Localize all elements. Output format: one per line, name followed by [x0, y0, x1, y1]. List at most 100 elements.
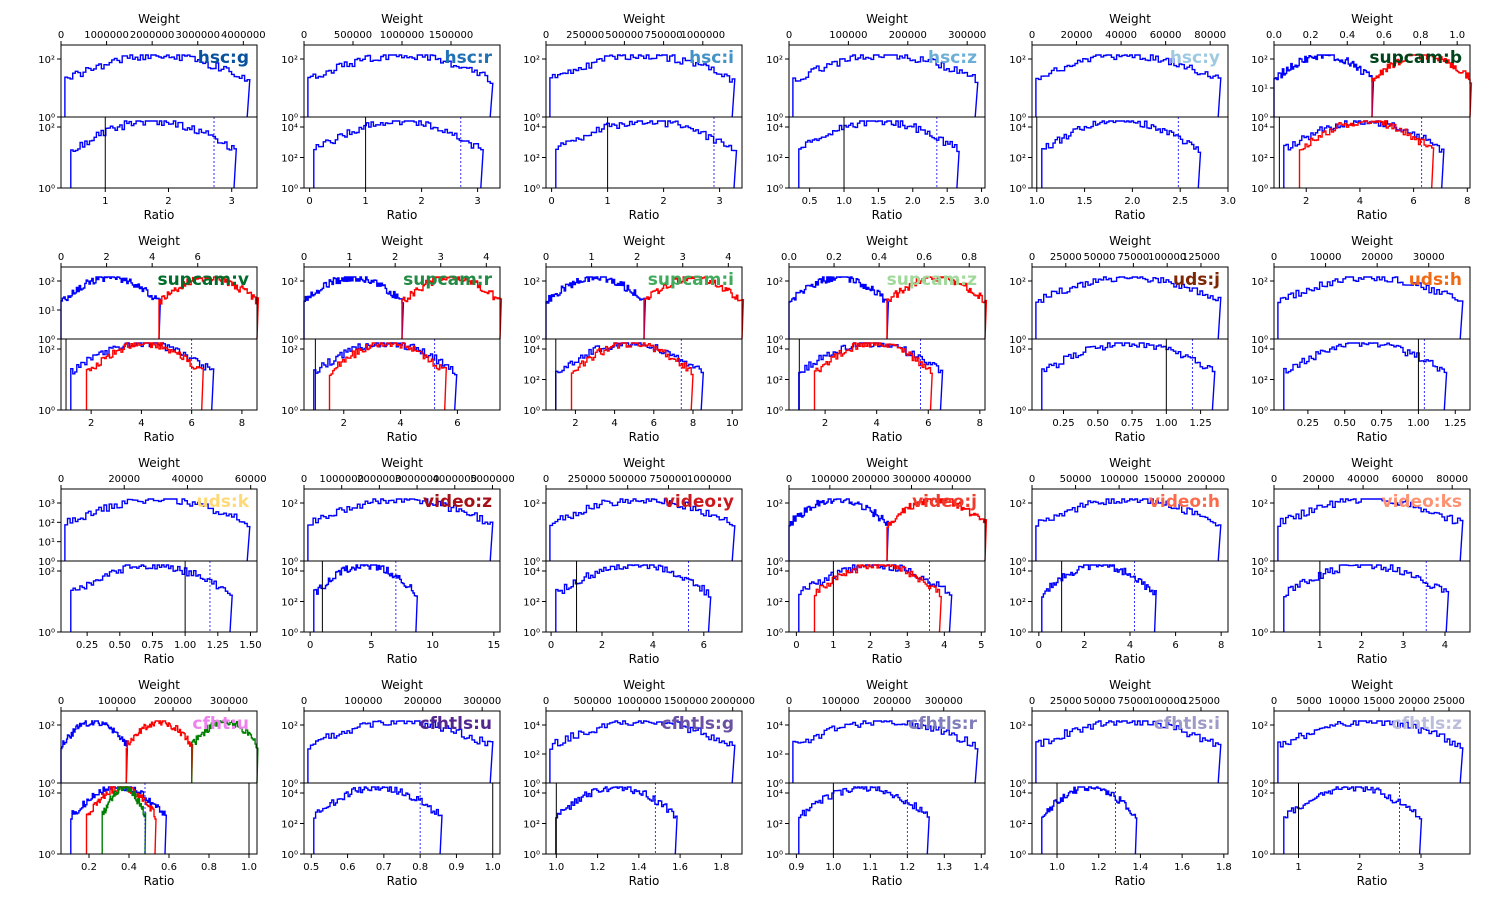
ratio-tick-label: 8	[690, 418, 696, 429]
weight-tick-label: 1000000	[380, 30, 425, 41]
ratio-tick-label: 0.6	[161, 862, 177, 873]
ratio-tick-label: 2.5	[939, 196, 955, 207]
bottom-panel-frame	[1031, 116, 1229, 189]
ratio-tick-label: 4	[941, 640, 947, 651]
ratio-tick-label: 1.5	[1077, 196, 1093, 207]
ratio-tick-label: 1.50	[239, 640, 261, 651]
panel-label: uds:k	[197, 492, 250, 512]
weight-tick-label: 100000	[811, 474, 849, 485]
ratio-histogram-primary	[1283, 120, 1445, 189]
weight-tick-label: 5000000	[470, 474, 515, 485]
panel-label: video:z	[423, 492, 492, 512]
ratio-histogram-primary	[313, 564, 419, 633]
bottom-ytick-label: 10²	[523, 154, 540, 165]
ratio-tick-label: 8	[239, 418, 245, 429]
ratio-histogram-primary	[313, 342, 458, 411]
panel-label: supcam:b	[1369, 48, 1462, 68]
bottom-ytick-label: 10⁰	[1251, 628, 1268, 639]
top-ytick-label: 10⁰	[281, 779, 298, 790]
weight-tick-label: 500000	[574, 696, 612, 707]
ratio-histogram-primary	[70, 564, 233, 633]
weight-histogram-primary	[307, 54, 494, 118]
bottom-ytick-label: 10⁴	[523, 567, 540, 578]
ratio-tick-label: 1	[604, 196, 610, 207]
bottom-panel-frame	[303, 116, 501, 189]
bottom-panel-frame	[1273, 116, 1471, 189]
weight-tick-label: 0	[301, 474, 307, 485]
ratio-tick-label: 3	[904, 640, 910, 651]
bottom-ytick-label: 10⁴	[1009, 123, 1026, 134]
ratio-tick-label: 0.8	[201, 862, 217, 873]
bottom-ytick-label: 10²	[1009, 154, 1026, 165]
ratio-tick-label: 2.5	[1172, 196, 1188, 207]
ratio-tick-label: 8	[1218, 640, 1224, 651]
panel-uds-k: Weight 0 20000 40000 60000 10⁰ 10¹ 10² 10³ uds:k 1…	[38, 456, 266, 666]
weight-tick-label: 15000	[1363, 696, 1395, 707]
weight-tick-label: 2000000	[710, 696, 755, 707]
weight-tick-label: 1500000	[429, 30, 474, 41]
bottom-ytick-label: 10⁰	[38, 406, 55, 417]
weight-tick-label: 125000	[1182, 252, 1220, 263]
top-ytick-label: 10⁰	[281, 113, 298, 124]
weight-histogram-secondary	[401, 276, 503, 340]
top-ytick-label: 10⁰	[1009, 335, 1026, 346]
top-ytick-label: 10²	[1251, 721, 1268, 732]
weight-tick-label: 0.0	[1266, 30, 1282, 41]
weight-tick-label: 0	[58, 30, 64, 41]
panel-label: cfhtls:z	[1392, 714, 1462, 734]
top-ytick-label: 10⁰	[766, 335, 783, 346]
top-ytick-label: 10⁰	[38, 557, 55, 568]
weight-histogram-primary	[549, 54, 736, 118]
weight-tick-label: 60000	[1392, 474, 1424, 485]
ratio-tick-label: 1.0	[485, 862, 501, 873]
ratio-axis-label: Ratio	[1357, 652, 1388, 666]
weight-histogram-secondary	[886, 498, 988, 562]
top-ytick-label: 10³	[38, 499, 55, 510]
bottom-ytick-label: 10⁴	[766, 567, 783, 578]
panel-cfhtls-r: Weight 0 100000 200000 300000 10⁰ 10² 10⁴ cfhtls…	[766, 678, 989, 888]
bottom-panel-frame	[1031, 560, 1229, 633]
weight-tick-label: 0.2	[1303, 30, 1319, 41]
weight-tick-label: 2000000	[130, 30, 175, 41]
weight-tick-label: 0	[1271, 696, 1277, 707]
ratio-histogram-secondary	[1298, 120, 1435, 189]
weight-tick-label: 0	[786, 474, 792, 485]
weight-tick-label: 4	[483, 252, 489, 263]
weight-histogram-primary	[792, 720, 979, 784]
ratio-tick-label: 0.5	[802, 196, 818, 207]
weight-tick-label: 1000000	[84, 30, 129, 41]
ratio-tick-label: 1.00	[1155, 418, 1177, 429]
weight-tick-label: 0	[58, 252, 64, 263]
ratio-tick-label: 1	[362, 196, 368, 207]
weight-tick-label: 200000	[852, 474, 890, 485]
bottom-ytick-label: 10⁴	[766, 789, 783, 800]
weight-tick-label: 0.4	[871, 252, 887, 263]
bottom-ytick-label: 10⁴	[523, 345, 540, 356]
top-ytick-label: 10⁰	[523, 557, 540, 568]
weight-axis-label: Weight	[1351, 12, 1393, 26]
ratio-tick-label: 8	[1464, 196, 1470, 207]
ratio-tick-label: 0	[548, 640, 554, 651]
weight-tick-label: 150000	[1144, 474, 1182, 485]
ratio-tick-label: 1.8	[1216, 862, 1232, 873]
bottom-ytick-label: 10⁴	[1251, 345, 1268, 356]
weight-tick-label: 0	[543, 474, 549, 485]
ratio-axis-label: Ratio	[872, 652, 903, 666]
ratio-tick-label: 10	[726, 418, 739, 429]
weight-tick-label: 500000	[609, 474, 647, 485]
ratio-tick-label: 4	[1357, 196, 1363, 207]
ratio-axis-label: Ratio	[144, 208, 175, 222]
bottom-ytick-label: 10⁰	[766, 406, 783, 417]
weight-axis-label: Weight	[1109, 234, 1151, 248]
weight-tick-label: 0	[1271, 252, 1277, 263]
weight-tick-label: 4000000	[221, 30, 266, 41]
bottom-panel-frame	[60, 560, 258, 633]
weight-tick-label: 3000000	[395, 474, 440, 485]
weight-tick-label: 0	[1029, 30, 1035, 41]
bottom-ytick-label: 10⁴	[281, 567, 298, 578]
ratio-tick-label: 4	[1442, 640, 1448, 651]
